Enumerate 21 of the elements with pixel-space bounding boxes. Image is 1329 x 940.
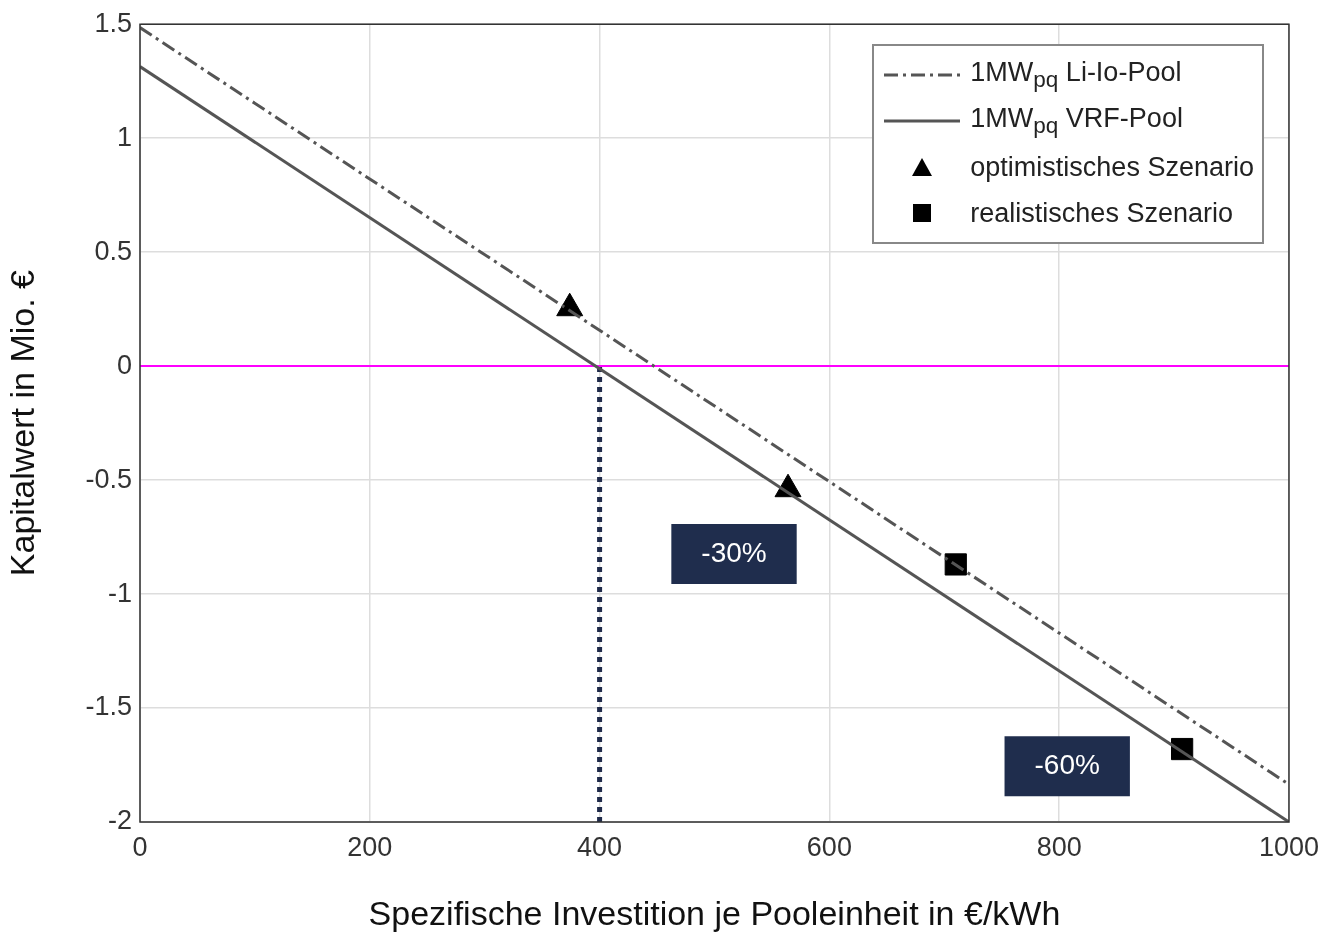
y-axis-title: Kapitalwert in Mio. € [2, 269, 41, 577]
y-tick-label: 1 [116, 121, 132, 152]
y-tick-label: 0.5 [94, 235, 132, 266]
legend-label: optimistisches Szenario [970, 151, 1254, 183]
x-tick-label: 200 [347, 831, 393, 862]
legend-label: realistisches Szenario [970, 197, 1233, 229]
x-tick-label: 800 [1036, 831, 1082, 862]
annotation: -60% [1034, 748, 1100, 780]
x-tick-label: 600 [806, 831, 852, 862]
x-tick-label: 400 [577, 831, 623, 862]
y-tick-label: -1.5 [85, 691, 132, 722]
legend-label: 1MW$_{pq}$ Li-Io-Pool [970, 56, 1182, 94]
y-tick-label: -1 [107, 577, 132, 608]
y-tick-label: 0 [116, 349, 132, 380]
y-tick-label: -0.5 [85, 463, 132, 494]
legend-label: 1MW$_{pq}$ VRF-Pool [970, 102, 1183, 140]
y-tick-label: -2 [107, 805, 132, 836]
y-tick-label: 1.5 [94, 7, 132, 38]
annotation: -30% [701, 536, 767, 568]
x-tick-label: 1000 [1258, 831, 1320, 862]
x-axis-title: Spezifische Investition je Pooleinheit in €/kWh [368, 893, 1061, 932]
